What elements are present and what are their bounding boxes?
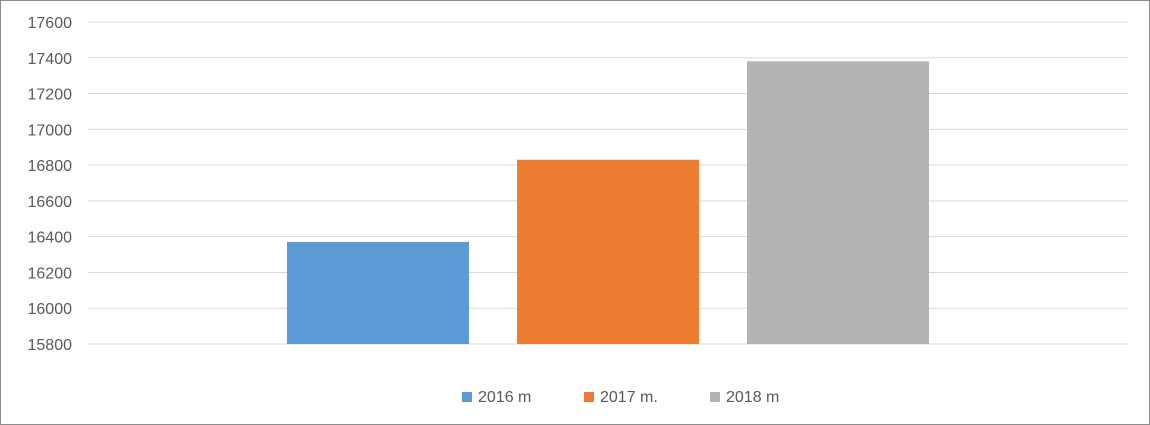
y-tick-label: 15800: [28, 337, 73, 354]
bar-3: [747, 61, 929, 344]
y-tick-label: 16000: [28, 301, 73, 318]
legend-label-2: 2017 m.: [600, 389, 658, 406]
y-tick-label: 16200: [28, 265, 73, 282]
legend-label-3: 2018 m: [726, 389, 779, 406]
y-tick-label: 16600: [28, 194, 73, 211]
y-tick-label: 17000: [28, 122, 73, 139]
y-tick-label: 17400: [28, 51, 73, 68]
legend-swatch-1: [462, 392, 472, 402]
legend-swatch-3: [710, 392, 720, 402]
legend-swatch-2: [584, 392, 594, 402]
y-tick-label: 17200: [28, 87, 73, 104]
legend-label-1: 2016 m: [478, 389, 531, 406]
bars: [287, 61, 929, 344]
gridlines: [88, 21, 1128, 345]
y-tick-label: 16800: [28, 158, 73, 175]
y-axis-tick-labels: 15800 16000 16200 16400 16600 16800 17000 17200…: [28, 15, 73, 354]
legend: 2016 m 2017 m. 2018 m: [462, 389, 779, 406]
y-tick-label: 17600: [28, 15, 73, 32]
bar-1: [287, 242, 469, 344]
y-tick-label: 16400: [28, 230, 73, 247]
bar-2: [517, 159, 699, 344]
